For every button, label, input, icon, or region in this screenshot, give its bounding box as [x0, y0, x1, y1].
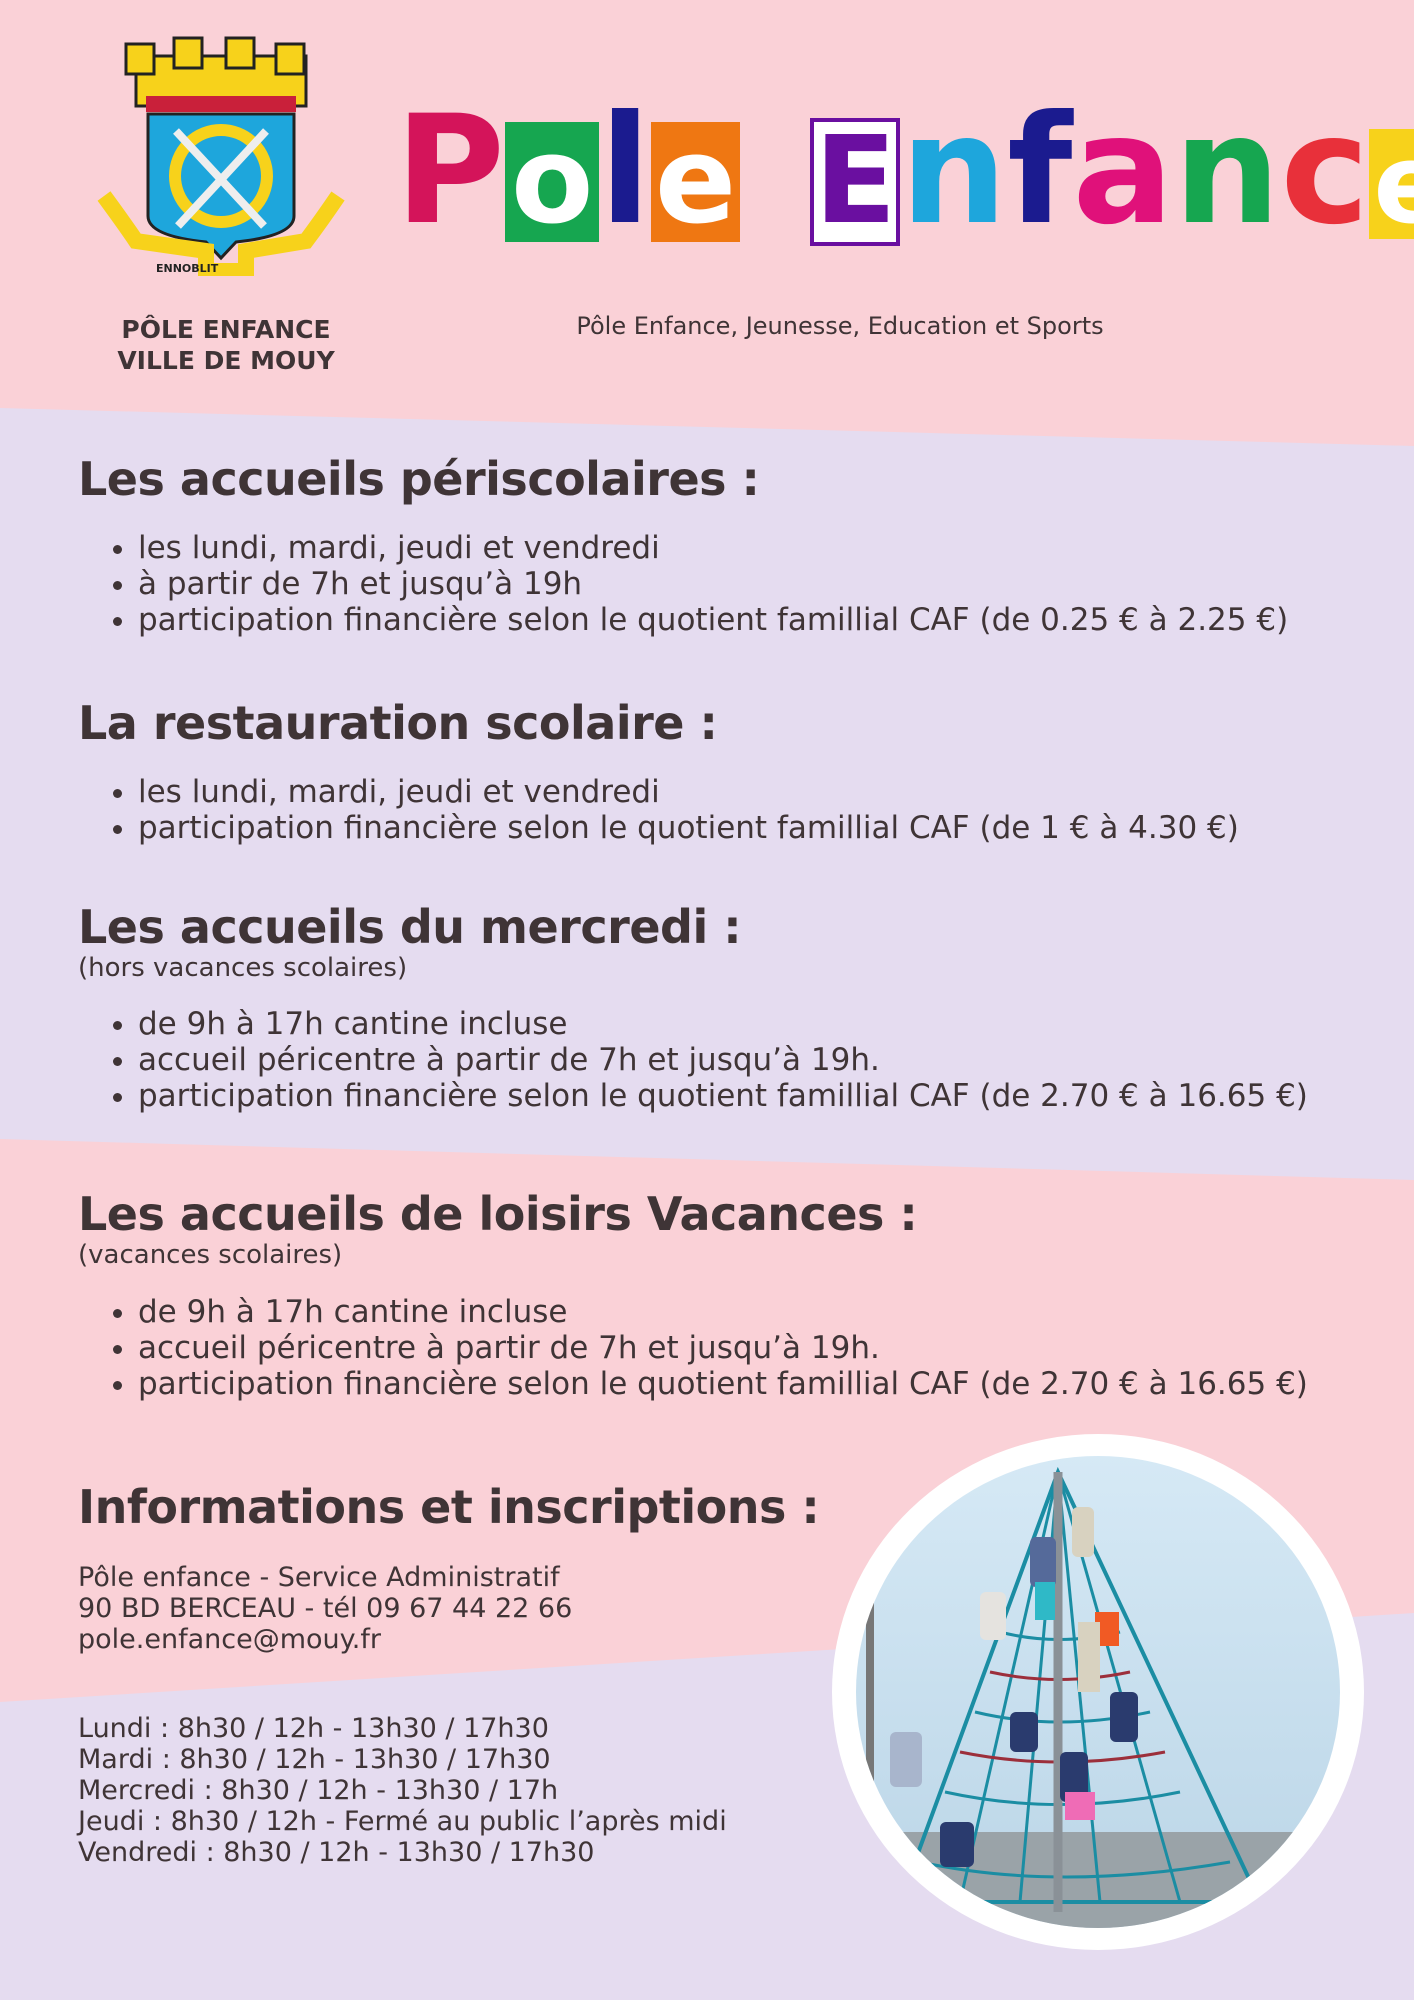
- mercredi-list: de 9h à 17h cantine incluse accueil péri…: [108, 1006, 1308, 1114]
- tagline: Pôle Enfance, Jeunesse, Education et Spo…: [576, 312, 1104, 340]
- list-item: à partir de 7h et jusqu’à 19h: [138, 566, 1288, 602]
- hours-row: Mardi : 8h30 / 12h - 13h30 / 17h30: [78, 1744, 551, 1775]
- opening-hours: Lundi : 8h30 / 12h - 13h30 / 17h30 Mardi…: [78, 1713, 727, 1868]
- list-item: participation financière selon le quotie…: [138, 1366, 1308, 1402]
- crest-label-line2: VILLE DE MOUY: [117, 346, 335, 375]
- list-item: participation financière selon le quotie…: [138, 810, 1239, 846]
- crest-motto: ENNOBLIT: [156, 262, 219, 275]
- list-item: accueil péricentre à partir de 7h et jus…: [138, 1330, 1308, 1366]
- list-item: accueil péricentre à partir de 7h et jus…: [138, 1042, 1308, 1078]
- periscolaire-list: les lundi, mardi, jeudi et vendredi à pa…: [108, 530, 1288, 638]
- section-title-periscolaire: Les accueils périscolaires :: [78, 452, 760, 506]
- section-subtitle: (hors vacances scolaires): [78, 953, 408, 983]
- list-item: de 9h à 17h cantine incluse: [138, 1294, 1308, 1330]
- list-item: participation financière selon le quotie…: [138, 1078, 1308, 1114]
- section-title-vacances: Les accueils de loisirs Vacances :: [78, 1187, 918, 1241]
- contact-email[interactable]: pole.enfance@mouy.fr: [78, 1624, 381, 1655]
- section-subtitle: (vacances scolaires): [78, 1240, 343, 1270]
- list-item: de 9h à 17h cantine incluse: [138, 1006, 1308, 1042]
- climbing-pyramid-photo: [832, 1434, 1364, 1950]
- crest-label-line1: PÔLE ENFANCE: [121, 315, 331, 344]
- list-item: participation financière selon le quotie…: [138, 602, 1288, 638]
- list-item: les lundi, mardi, jeudi et vendredi: [138, 774, 1239, 810]
- contact-block: Pôle enfance - Service Administratif 90 …: [78, 1562, 572, 1655]
- vacances-list: de 9h à 17h cantine incluse accueil péri…: [108, 1294, 1308, 1402]
- section-title-restauration: La restauration scolaire :: [78, 696, 718, 750]
- hours-row: Jeudi : 8h30 / 12h - Fermé au public l’a…: [78, 1806, 727, 1837]
- pole-enfance-title-logo: Pole Enfance: [395, 96, 1414, 276]
- hours-row: Mercredi : 8h30 / 12h - 13h30 / 17h: [78, 1775, 559, 1806]
- contact-address-phone[interactable]: 90 BD BERCEAU - tél 09 67 44 22 66: [78, 1593, 573, 1624]
- list-item: les lundi, mardi, jeudi et vendredi: [138, 530, 1288, 566]
- hours-row: Vendredi : 8h30 / 12h - 13h30 / 17h30: [78, 1837, 595, 1868]
- hours-row: Lundi : 8h30 / 12h - 13h30 / 17h30: [78, 1713, 549, 1744]
- town-crest-logo: ENNOBLIT: [97, 36, 345, 276]
- section-title-informations: Informations et inscriptions :: [78, 1480, 820, 1534]
- contact-service: Pôle enfance - Service Administratif: [78, 1562, 560, 1593]
- restauration-list: les lundi, mardi, jeudi et vendredi part…: [108, 774, 1239, 846]
- section-title-mercredi: Les accueils du mercredi :: [78, 900, 742, 954]
